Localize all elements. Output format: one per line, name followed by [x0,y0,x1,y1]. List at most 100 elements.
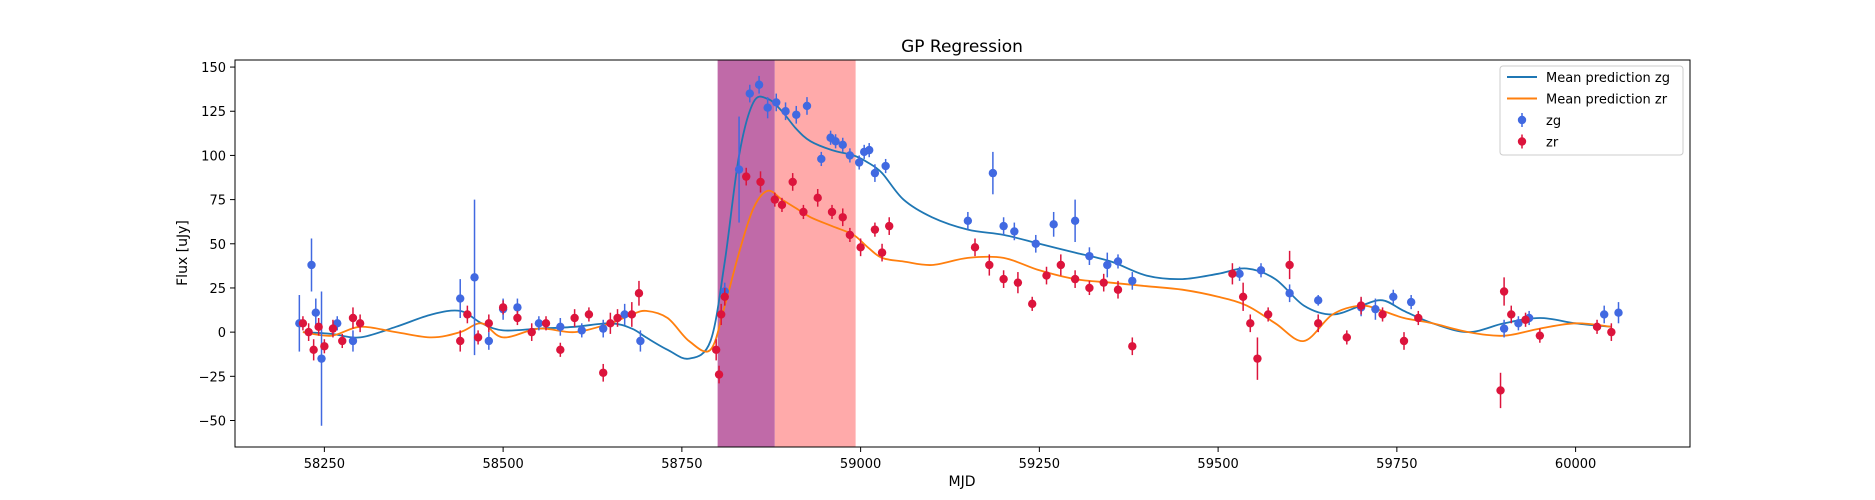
zr-point [970,243,980,252]
zg-point [317,354,326,363]
zg-point [456,294,465,303]
zr-point [885,221,894,231]
zr-point [498,303,508,312]
zg-point [831,137,840,146]
zr-point [711,345,721,355]
zr-point [584,310,594,319]
zr-point [1399,336,1409,346]
x-tick-label: 58750 [661,457,702,472]
zg-point [745,89,754,98]
y-axis-ticks: −50 −25 0 25 50 75 100 125 150 [199,61,235,429]
zr-point [1342,333,1352,342]
zr-point [513,313,522,323]
legend-box [1499,65,1684,156]
zr-point [338,336,347,346]
zr-point [328,324,338,333]
zg-point [864,145,874,155]
zg-point [636,336,645,346]
legend-label: zr [1546,136,1559,151]
zr-point [770,195,780,204]
zr-point [1056,260,1066,270]
zr-point [1607,327,1616,337]
zg-point [599,324,608,333]
legend-point-swatch [1517,137,1527,146]
zr-point [1085,283,1094,293]
zr-point [742,172,751,181]
x-tick-label: 59250 [1019,457,1060,472]
x-tick-label: 59000 [840,457,881,472]
zr-point [1263,310,1273,319]
zg-point [1499,324,1509,333]
zr-point [634,289,644,298]
x-axis-ticks: 58250 58500 58750 59000 59250 59500 59750 60000 [304,447,1596,472]
zg-point [817,154,826,164]
zg-point [999,221,1008,231]
zg-point [1070,216,1080,226]
zg-point [1103,260,1112,270]
zr-point [1314,319,1323,328]
zg-point [1128,276,1137,286]
zr-point [720,292,729,301]
zr-point [484,319,494,328]
zr-point [314,322,323,332]
zr-point [1013,278,1023,287]
y-tick-label: −50 [199,414,226,429]
legend-point-swatch [1517,115,1527,125]
zg-point [854,158,864,167]
x-axis-label: MJD [949,474,976,490]
zg-point [1085,251,1094,261]
zg-point [792,110,801,119]
zg-point [534,319,544,328]
zg-point [1113,257,1123,266]
zg-point [845,151,855,160]
zr-point [463,310,472,319]
zr-point [788,177,797,187]
zg-point [754,80,764,89]
zr-point [1535,331,1545,340]
zr-point [1253,354,1262,363]
zg-point [1285,289,1294,298]
zg-point [1371,304,1380,314]
zr-point [304,327,313,337]
zr-point [714,370,724,379]
zr-point [1099,278,1108,287]
zg-point [1031,239,1040,248]
highlight-span-2 [774,60,856,447]
legend-label: Mean prediction zr [1546,93,1668,108]
x-tick-label: 58250 [304,457,345,472]
zr-point [777,200,787,210]
zr-point [1028,299,1037,309]
zr-point [1414,313,1423,323]
zr-point [870,225,880,234]
zr-point [813,193,822,203]
y-tick-label: 50 [209,238,226,253]
zr-point [606,319,615,328]
zr-point [1285,260,1294,270]
legend-label: zg [1546,114,1561,129]
zg-point [1235,269,1244,279]
zg-point [1314,296,1323,305]
x-tick-label: 60000 [1555,457,1596,472]
zr-point [1113,285,1123,294]
zr-point [985,260,994,270]
zg-point [1256,266,1266,275]
zr-point [756,177,765,187]
y-axis-label: Flux [uJy] [175,220,191,286]
zr-point [627,310,637,319]
zg-point [1406,297,1416,307]
zg-point [311,308,320,317]
zr-point [827,207,837,217]
zr-point [1228,269,1237,279]
zg-point [870,168,880,178]
zr-point [348,313,358,323]
zr-point [845,230,855,240]
zr-point [613,313,622,323]
legend-label: Mean prediction zg [1546,71,1670,86]
zr-point [856,243,865,252]
zg-point [307,260,316,270]
zg-point [513,303,522,312]
zr-point [1246,319,1255,328]
zg-point [1389,292,1398,301]
zr-point [1238,292,1248,301]
zg-point [1010,227,1019,236]
